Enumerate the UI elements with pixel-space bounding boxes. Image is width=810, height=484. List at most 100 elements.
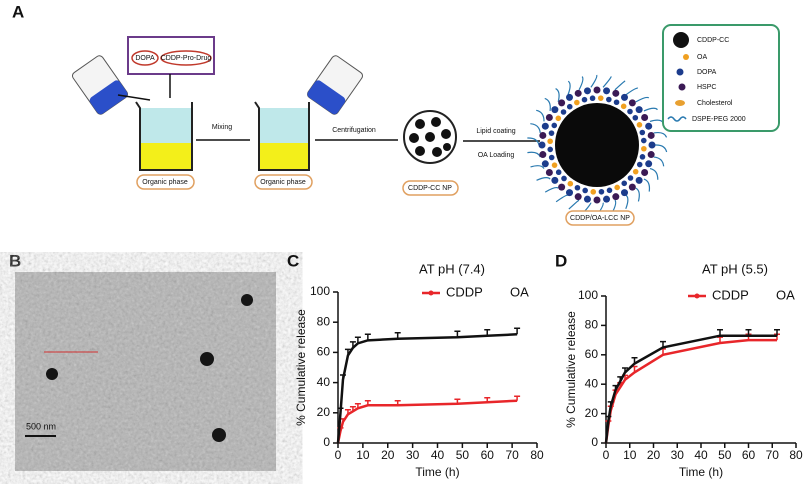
peg-chain bbox=[578, 76, 584, 91]
peg-chain bbox=[530, 165, 545, 169]
lipid-inner bbox=[547, 146, 554, 153]
error-bar bbox=[514, 395, 521, 401]
peg-chain bbox=[635, 187, 640, 202]
legend-icon bbox=[675, 100, 685, 106]
lipid-inner bbox=[582, 187, 588, 194]
lipid-inner bbox=[606, 96, 612, 103]
x-tick-label: 30 bbox=[671, 448, 685, 462]
peg-chain bbox=[643, 178, 651, 192]
x-tick-label: 60 bbox=[481, 448, 495, 462]
y-axis-label: % Cumulative release bbox=[294, 309, 308, 426]
lipid-head bbox=[612, 193, 620, 201]
legend-icon bbox=[676, 68, 684, 76]
legend-item: OA bbox=[697, 54, 707, 61]
lipid-inner bbox=[639, 129, 646, 136]
lipid-head bbox=[541, 122, 549, 130]
lipid-head bbox=[566, 93, 573, 101]
legend-item: DSPE-PEG 2000 bbox=[692, 116, 746, 123]
peg-chain bbox=[567, 80, 571, 95]
core bbox=[555, 103, 639, 187]
error-bar bbox=[514, 327, 521, 335]
x-tick-label: 50 bbox=[456, 448, 470, 462]
lipid-inner bbox=[598, 188, 605, 195]
beaker-liquid bbox=[259, 108, 309, 143]
lipid-head bbox=[635, 106, 643, 114]
peg-chain bbox=[602, 76, 612, 88]
peg-chain bbox=[527, 151, 541, 158]
y-tick-label: 100 bbox=[310, 284, 330, 298]
y-tick-label: 40 bbox=[585, 376, 599, 390]
x-tick-label: 10 bbox=[623, 448, 637, 462]
beaker-liquid bbox=[259, 143, 309, 170]
lipid-head bbox=[603, 87, 611, 95]
x-tick-label: 80 bbox=[530, 448, 544, 462]
peg-chain bbox=[544, 97, 551, 111]
lipid-head bbox=[648, 141, 656, 149]
peg-chain bbox=[653, 131, 668, 138]
x-tick-label: 40 bbox=[694, 448, 708, 462]
arrow bbox=[117, 94, 151, 101]
y-tick-label: 80 bbox=[585, 318, 599, 332]
peg-chain bbox=[649, 168, 659, 180]
step-label: Lipid coating bbox=[476, 128, 515, 135]
y-tick-label: 20 bbox=[317, 405, 331, 419]
series-line bbox=[604, 338, 777, 444]
chart-title: AT pH (7.4) bbox=[419, 261, 485, 276]
series-line bbox=[336, 399, 518, 444]
lipid-head bbox=[641, 169, 649, 176]
lipid-head bbox=[583, 195, 591, 203]
x-tick-label: 20 bbox=[647, 448, 661, 462]
lipid-inner bbox=[551, 162, 558, 168]
lipid-inner bbox=[574, 184, 581, 191]
peg-chain bbox=[530, 123, 541, 134]
lcc-nanoparticle bbox=[527, 74, 668, 216]
lipid-head bbox=[574, 193, 582, 201]
peg-chain bbox=[643, 107, 658, 112]
lipid-head bbox=[612, 89, 620, 97]
panel-label: B bbox=[9, 251, 21, 270]
legend-icon bbox=[683, 54, 689, 60]
lipid-inner bbox=[614, 184, 620, 191]
lipid-head bbox=[641, 114, 649, 121]
lipid-inner bbox=[597, 95, 604, 101]
x-tick-label: 60 bbox=[742, 448, 756, 462]
tem-texture bbox=[15, 272, 276, 471]
peg-chain bbox=[536, 109, 545, 122]
lipid-inner bbox=[574, 99, 580, 106]
legend-icon bbox=[673, 32, 689, 48]
peg-chain bbox=[555, 88, 560, 103]
lipid-head bbox=[545, 169, 553, 176]
lipid-inner bbox=[551, 122, 558, 129]
cores bbox=[409, 117, 451, 157]
lipid-head bbox=[538, 141, 546, 149]
peg-chain bbox=[654, 144, 668, 153]
lipid-head bbox=[645, 122, 653, 130]
box-item: DOPA bbox=[135, 55, 155, 62]
x-tick-label: 80 bbox=[789, 448, 803, 462]
x-axis-label: Time (h) bbox=[415, 465, 459, 479]
lipid-inner bbox=[640, 137, 647, 144]
series-line bbox=[336, 333, 518, 444]
lipid-head bbox=[574, 89, 582, 97]
legend-item: HSPC bbox=[697, 84, 716, 91]
lipid-inner bbox=[606, 187, 613, 194]
peg-chain bbox=[625, 87, 639, 96]
legend-icon bbox=[678, 83, 686, 91]
beaker-liquid bbox=[140, 108, 192, 143]
label-box bbox=[565, 210, 635, 226]
lipid-inner bbox=[613, 99, 620, 106]
y-tick-label: 100 bbox=[578, 288, 598, 302]
lipid-head bbox=[603, 195, 611, 203]
lipid-inner bbox=[555, 115, 562, 122]
y-tick-label: 20 bbox=[585, 406, 599, 420]
peg-chain bbox=[635, 96, 650, 103]
lipid-inner bbox=[627, 175, 634, 181]
axes bbox=[337, 292, 537, 444]
beaker bbox=[254, 101, 310, 171]
beaker-liquid bbox=[140, 143, 192, 170]
oval bbox=[131, 50, 159, 66]
peg-chain bbox=[653, 156, 665, 167]
legend-swatch bbox=[428, 290, 434, 296]
scale-label: 500 nm bbox=[26, 421, 56, 431]
